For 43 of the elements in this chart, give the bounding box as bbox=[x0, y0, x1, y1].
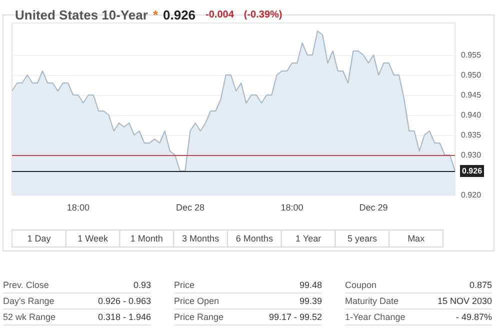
text: 99.39 bbox=[299, 296, 322, 306]
text: -0.004 bbox=[206, 10, 234, 20]
text: Maturity Date bbox=[345, 296, 399, 306]
y-tick-label: 0.950 bbox=[461, 70, 482, 80]
text: 1 Day bbox=[27, 234, 52, 244]
text: Max bbox=[408, 234, 426, 244]
x-tick-label: 18:00 bbox=[66, 202, 90, 212]
text: 0.875 bbox=[469, 280, 492, 290]
text: 99.48 bbox=[299, 280, 322, 290]
text: 15 NOV 2030 bbox=[437, 296, 492, 306]
y-tick-label: 0.930 bbox=[461, 150, 482, 160]
text: 1 Year bbox=[296, 234, 322, 244]
text: Prev. Close bbox=[3, 280, 49, 290]
text: Coupon bbox=[345, 280, 377, 290]
text: 1-Year Change bbox=[345, 312, 406, 322]
text: Price Range bbox=[174, 312, 224, 322]
text: 99.17 - 99.52 bbox=[268, 312, 322, 322]
text: Price Open bbox=[174, 296, 220, 306]
text: Price bbox=[174, 280, 195, 290]
text: Day's Range bbox=[3, 296, 54, 306]
text: 0.926 - 0.963 bbox=[98, 296, 151, 306]
text: 3 Months bbox=[182, 234, 220, 244]
y-tick-label: 0.935 bbox=[461, 130, 482, 140]
text: 6 Months bbox=[236, 234, 274, 244]
text: - 49.87% bbox=[456, 312, 492, 322]
x-tick-label: Dec 29 bbox=[359, 202, 388, 212]
y-tick-label: 0.920 bbox=[461, 190, 482, 200]
text: 1 Week bbox=[78, 234, 108, 244]
chart-title: United States 10-Year bbox=[15, 8, 148, 22]
text: 0.926 bbox=[163, 8, 196, 22]
x-tick-label: Dec 28 bbox=[176, 202, 204, 212]
text: (-0.39%) bbox=[244, 10, 282, 20]
text: 52 wk Range bbox=[3, 312, 56, 322]
text: 5 years bbox=[347, 234, 378, 244]
y-tick-label: 0.940 bbox=[461, 110, 482, 120]
y-tick-label: 0.955 bbox=[461, 50, 482, 60]
text: 0.93 bbox=[133, 280, 151, 290]
text: * bbox=[152, 8, 159, 22]
text: 0.318 - 1.946 bbox=[98, 312, 151, 322]
ref-line-label: 0.926 bbox=[462, 166, 483, 176]
text: 1 Month bbox=[130, 234, 163, 244]
x-tick-label: 18:00 bbox=[280, 202, 304, 212]
y-tick-label: 0.945 bbox=[461, 90, 482, 100]
